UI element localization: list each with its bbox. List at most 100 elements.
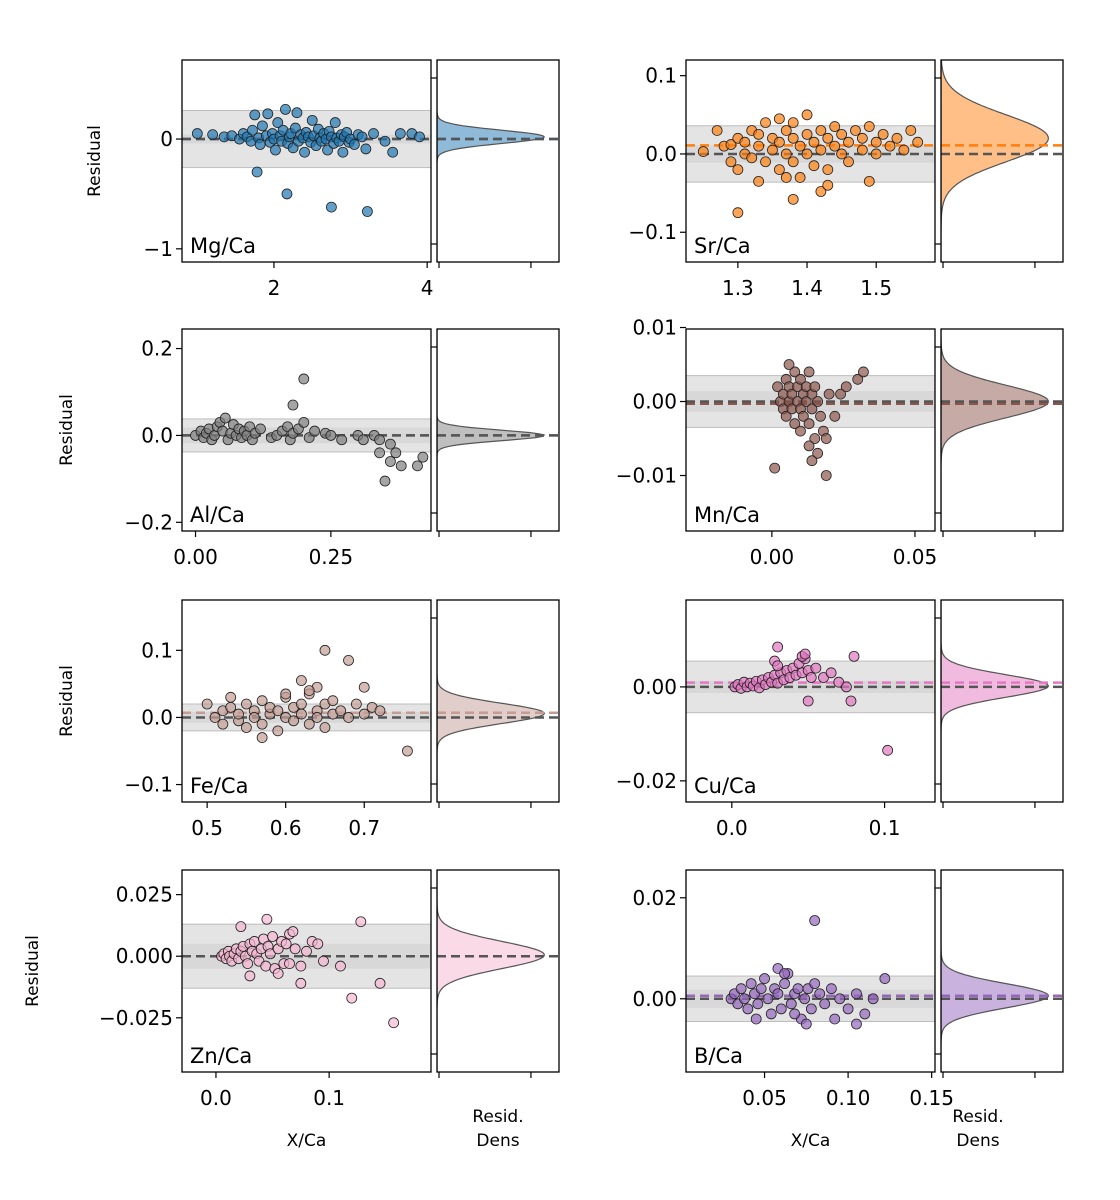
x-tick-label: 1.4 <box>791 276 823 300</box>
data-point <box>840 381 852 393</box>
data-point <box>247 124 258 136</box>
density-axis-label: Resid. <box>952 1107 1003 1127</box>
data-point <box>284 958 295 970</box>
plot-frame <box>181 59 432 263</box>
density-curve <box>437 600 545 802</box>
data-point <box>820 433 832 444</box>
density-curve <box>941 600 1050 802</box>
data-point <box>219 412 231 424</box>
data-point <box>822 132 834 144</box>
x-tick-label: 0.5 <box>191 816 223 840</box>
data-point <box>319 722 331 733</box>
data-point <box>795 425 806 437</box>
data-point <box>374 977 386 989</box>
data-point <box>780 410 792 422</box>
density-curve <box>437 329 546 531</box>
scatter-axes <box>182 373 431 487</box>
data-point <box>852 373 864 385</box>
data-point <box>385 456 396 467</box>
data-point <box>241 722 252 733</box>
data-point <box>773 136 785 148</box>
data-point <box>272 117 284 128</box>
data-point <box>301 945 312 957</box>
data-point <box>272 968 284 979</box>
data-point <box>808 160 820 172</box>
x-tick-label: 0.7 <box>348 816 380 840</box>
panel-srca: 0.1 0.0 −0.1 1.3 1.4 1.5 Sr/Ca <box>628 59 1064 300</box>
data-point <box>779 978 790 990</box>
data-point <box>806 455 818 467</box>
scatter-axes <box>182 913 431 1029</box>
data-point <box>859 1008 871 1020</box>
data-point <box>819 998 831 1010</box>
data-point <box>388 1017 400 1029</box>
data-point <box>242 958 254 970</box>
y-axis-label: Residual <box>57 665 77 737</box>
y-axis-label: Residual <box>57 394 77 466</box>
data-point <box>262 108 274 120</box>
data-point <box>306 114 318 126</box>
data-point <box>267 931 278 942</box>
data-point <box>725 156 737 168</box>
data-point <box>792 983 804 995</box>
panel-mnca: 0.01 0.00 −0.01 0.00 0.05 Mn/Ca <box>616 316 1064 569</box>
data-point <box>767 144 778 156</box>
data-point <box>772 988 784 1000</box>
density-axes <box>437 870 559 1072</box>
y-tick-label: −0.1 <box>124 773 173 797</box>
x-tick-label: 0.0 <box>200 1086 232 1110</box>
data-point <box>803 366 815 378</box>
inner-band <box>182 712 431 723</box>
data-point <box>772 660 784 672</box>
density-axis-label: Resid. <box>472 1107 523 1127</box>
data-point <box>912 136 924 148</box>
data-point <box>414 131 425 143</box>
plot-frame <box>685 599 936 803</box>
data-point <box>799 648 811 660</box>
data-point <box>809 978 821 990</box>
data-point <box>794 140 806 152</box>
data-point <box>851 988 862 1000</box>
data-point <box>760 117 771 129</box>
density-frame <box>436 59 560 263</box>
data-point <box>417 451 429 463</box>
data-point <box>753 140 765 152</box>
data-point <box>303 685 315 696</box>
data-point <box>256 718 268 730</box>
panel-label: Cu/Ca <box>694 774 757 798</box>
y-tick-label: 0.025 <box>116 883 173 907</box>
data-point <box>732 164 744 176</box>
data-point <box>829 140 841 152</box>
data-point <box>327 695 339 707</box>
data-point <box>295 708 307 720</box>
x-tick-label: 0.00 <box>750 545 795 569</box>
data-point <box>257 120 268 132</box>
data-point <box>390 447 402 459</box>
data-point <box>742 1003 754 1015</box>
data-point <box>319 644 331 656</box>
data-point <box>309 425 321 437</box>
scatter-axes <box>686 915 935 1030</box>
data-point <box>836 148 848 160</box>
data-point <box>379 135 391 147</box>
data-point <box>805 1003 817 1015</box>
data-point <box>802 695 814 707</box>
data-point <box>794 172 806 183</box>
data-point <box>755 983 767 995</box>
data-point <box>780 125 792 136</box>
data-point <box>280 938 292 950</box>
y-tick-label: −0.2 <box>124 510 173 534</box>
data-point <box>800 1018 812 1030</box>
data-point <box>356 131 368 143</box>
data-point <box>753 175 765 187</box>
data-point <box>335 705 347 717</box>
density-frame <box>436 328 560 532</box>
data-point <box>312 938 324 950</box>
data-point <box>394 128 406 139</box>
data-point <box>251 166 263 178</box>
data-point <box>343 712 354 723</box>
data-point <box>801 148 813 160</box>
data-point <box>287 926 299 937</box>
density-axes <box>437 329 559 531</box>
